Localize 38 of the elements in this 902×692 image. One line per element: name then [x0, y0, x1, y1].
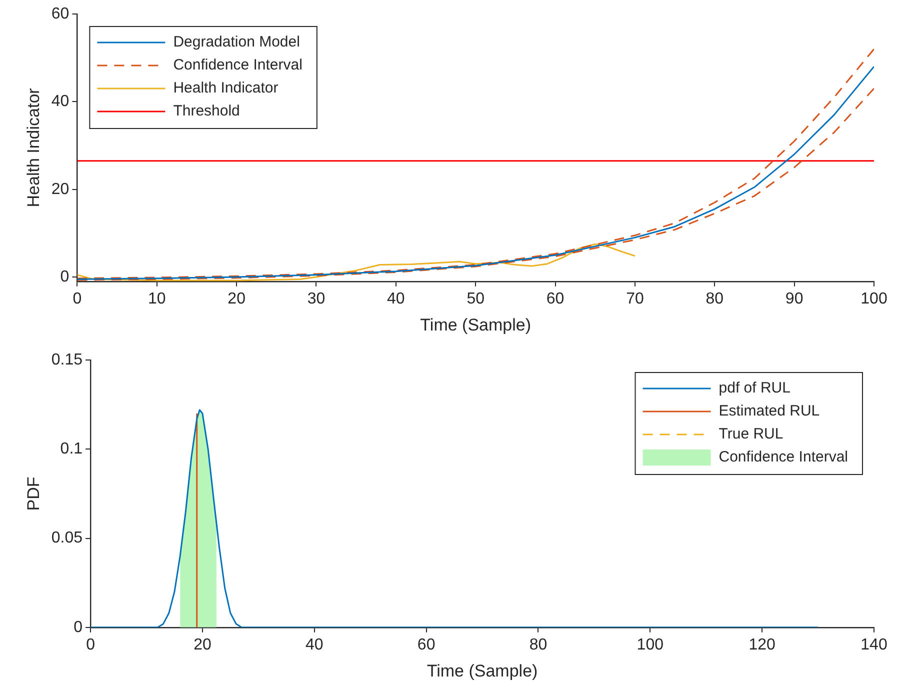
legend-label: Confidence Interval	[718, 448, 848, 466]
x-tick-label: 20	[228, 290, 246, 308]
x-axis-title: Time (Sample)	[426, 661, 538, 680]
x-tick-label: 20	[194, 636, 212, 654]
legend-label: Health Indicator	[173, 80, 278, 97]
y-tick-label: 0	[74, 618, 83, 636]
y-tick-label: 0.05	[51, 530, 83, 547]
x-tick-label: 100	[636, 636, 664, 654]
y-tick-label: 40	[51, 93, 70, 110]
x-tick-label: 100	[860, 290, 888, 308]
x-tick-label: 60	[417, 636, 436, 654]
x-tick-label: 0	[86, 636, 96, 654]
y-tick-label: 0.15	[51, 351, 83, 368]
x-axis-title: Time (Sample)	[420, 315, 532, 334]
legend-label: pdf of RUL	[718, 380, 790, 397]
y-axis-title: Health Indicator	[24, 88, 43, 208]
legend-label: Estimated RUL	[718, 402, 820, 420]
x-tick-label: 30	[307, 290, 326, 308]
legend-label: True RUL	[718, 426, 784, 443]
x-tick-label: 10	[148, 290, 166, 308]
x-tick-label: 70	[626, 290, 644, 308]
x-tick-label: 40	[305, 636, 324, 654]
x-tick-label: 120	[748, 636, 776, 654]
y-tick-label: 60	[51, 5, 70, 22]
x-tick-label: 80	[706, 290, 724, 308]
legend-label: Confidence Interval	[173, 56, 302, 74]
x-tick-label: 60	[546, 290, 564, 308]
x-tick-label: 80	[529, 636, 548, 654]
legend-label: Degradation Model	[173, 34, 300, 51]
y-tick-label: 0.1	[60, 440, 83, 458]
y-tick-label: 0	[60, 268, 70, 286]
x-tick-label: 90	[785, 290, 804, 308]
x-tick-label: 40	[387, 290, 405, 308]
y-tick-label: 20	[51, 180, 70, 198]
x-tick-label: 50	[466, 290, 485, 308]
x-tick-label: 140	[860, 636, 888, 654]
y-axis-title: PDF	[24, 476, 43, 511]
legend-label: Threshold	[173, 102, 240, 120]
